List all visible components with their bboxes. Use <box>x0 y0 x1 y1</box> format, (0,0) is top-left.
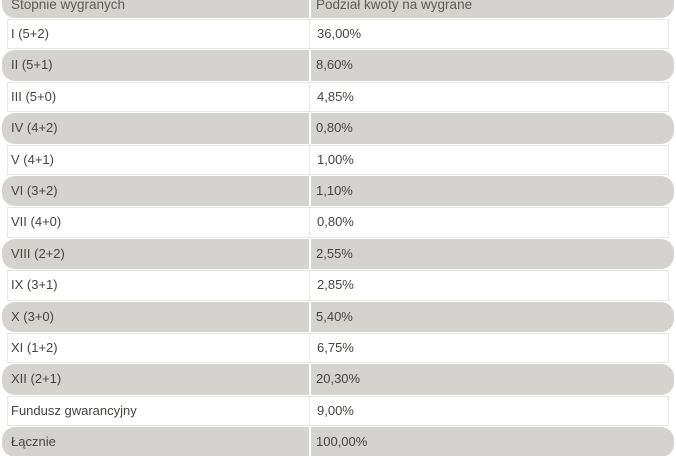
table-body: I (5+2) 36,00% II (5+1) 8,60% III (5+0) … <box>0 19 676 456</box>
tier-cell: Fundusz gwarancyjny <box>8 396 310 426</box>
table-row: II (5+1) 8,60% <box>2 50 674 81</box>
tier-cell: XI (1+2) <box>8 333 310 363</box>
share-cell: 9,00% <box>317 402 354 418</box>
share-cell: 8,60% <box>316 57 353 73</box>
share-cell: 20,30% <box>316 371 361 387</box>
share-cell: 2,85% <box>317 277 354 293</box>
tier-cell: II (5+1) <box>2 50 311 81</box>
table-row: VI (3+2) 1,10% <box>2 175 674 207</box>
table-row: Fundusz gwarancyjny 9,00% <box>7 395 669 427</box>
table-row: X (3+0) 5,40% <box>2 301 674 332</box>
table-row: I (5+2) 36,00% <box>7 19 669 50</box>
table-row: VIII (2+2) 2,55% <box>2 238 674 270</box>
table-row: XII (2+1) 20,30% <box>2 364 674 395</box>
share-cell: 4,85% <box>317 88 354 104</box>
share-cell: 5,40% <box>316 308 353 324</box>
table-row: IX (3+1) 2,85% <box>7 270 669 301</box>
tier-cell: VI (3+2) <box>2 175 311 207</box>
share-cell: 36,00% <box>317 26 362 41</box>
table-row: XI (1+2) 6,75% <box>7 332 669 364</box>
tier-cell: IV (4+2) <box>2 113 311 144</box>
share-cell: 0,80% <box>317 214 354 230</box>
share-cell: 100,00% <box>316 434 368 450</box>
tier-cell: V (4+1) <box>8 145 310 174</box>
tier-cell: IX (3+1) <box>8 271 310 300</box>
share-cell: 1,10% <box>316 182 353 198</box>
share-cell: 1,00% <box>317 151 354 167</box>
tier-cell: XII (2+1) <box>2 364 311 395</box>
tier-cell: III (5+0) <box>8 82 310 112</box>
table-header-row: Stopnie wygranych Podział kwoty na wygra… <box>2 0 674 18</box>
tier-cell: Łącznie <box>2 427 311 456</box>
table-row: IV (4+2) 0,80% <box>2 113 674 144</box>
table-row: VII (4+0) 0,80% <box>7 207 669 238</box>
share-cell: 0,80% <box>316 120 353 136</box>
tier-cell: VII (4+0) <box>8 208 310 237</box>
share-cell: 2,55% <box>316 245 353 261</box>
table-row: V (4+1) 1,00% <box>7 144 669 175</box>
column-header-share: Podział kwoty na wygrane <box>316 0 473 12</box>
column-header-tiers: Stopnie wygranych <box>2 0 311 18</box>
tier-cell: X (3+0) <box>2 301 311 332</box>
table-row: Łącznie 100,00% <box>2 427 674 456</box>
tier-cell: I (5+2) <box>8 20 310 49</box>
share-cell: 6,75% <box>317 339 354 355</box>
tier-cell: VIII (2+2) <box>2 238 311 270</box>
table-row: III (5+0) 4,85% <box>7 81 669 113</box>
